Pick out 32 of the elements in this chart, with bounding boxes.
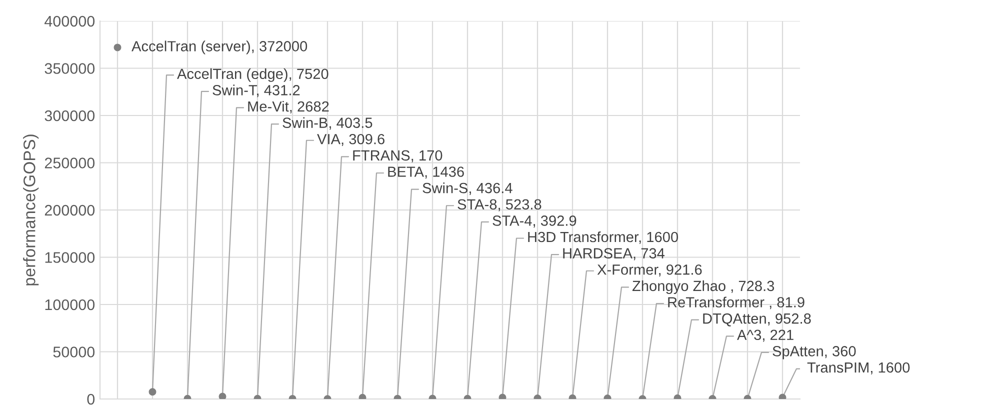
data-label: ReTransformer , 81.9 (668, 296, 804, 310)
y-tick-label: 350000 (44, 63, 95, 74)
y-tick-label: 400000 (44, 16, 95, 27)
y-axis-title: performance(GOPS) (23, 134, 39, 286)
data-label: Me-Vit, 2682 (248, 100, 329, 114)
data-label: VIA, 309.6 (317, 134, 384, 146)
point (218, 392, 226, 399)
data-label: DTQAtten, 952.8 (703, 313, 811, 326)
data-label: Zhongyo Zhao , 728.3 (632, 280, 774, 294)
data-label: X-Former, 921.6 (597, 264, 702, 277)
data-label: BETA, 1436 (388, 166, 464, 179)
y-tick-label: 0 (87, 394, 95, 405)
data-label: HARDSEA, 734 (563, 248, 665, 260)
y-tick-label: 100000 (45, 299, 95, 310)
data-label: AccelTran (server), 372000 (132, 40, 308, 54)
data-label: H3D Transformer, 1600 (528, 231, 678, 244)
data-label: STA-4, 392.9 (492, 216, 576, 228)
y-tick-label: 200000 (44, 204, 95, 216)
y-tick-label: 50000 (53, 346, 95, 358)
y-tick-label: 250000 (44, 158, 95, 168)
y-tick-label: 300000 (44, 110, 95, 122)
data-label: Swin-B, 403.5 (282, 117, 372, 130)
y-tick-label: 150000 (45, 252, 95, 263)
point (114, 44, 122, 52)
data-label: AccelTran (edge), 7520 (177, 68, 328, 82)
data-label: A^3, 221 (737, 330, 794, 342)
data-label: Swin-S, 436.4 (422, 182, 512, 195)
data-label: STA-8, 523.8 (458, 199, 542, 212)
data-label: Swin-T, 431.2 (212, 84, 300, 98)
data-label: SpAtten, 360 (772, 346, 856, 360)
data-label: FTRANS, 170 (353, 150, 442, 162)
data-label: TransPIM, 1600 (807, 362, 910, 374)
